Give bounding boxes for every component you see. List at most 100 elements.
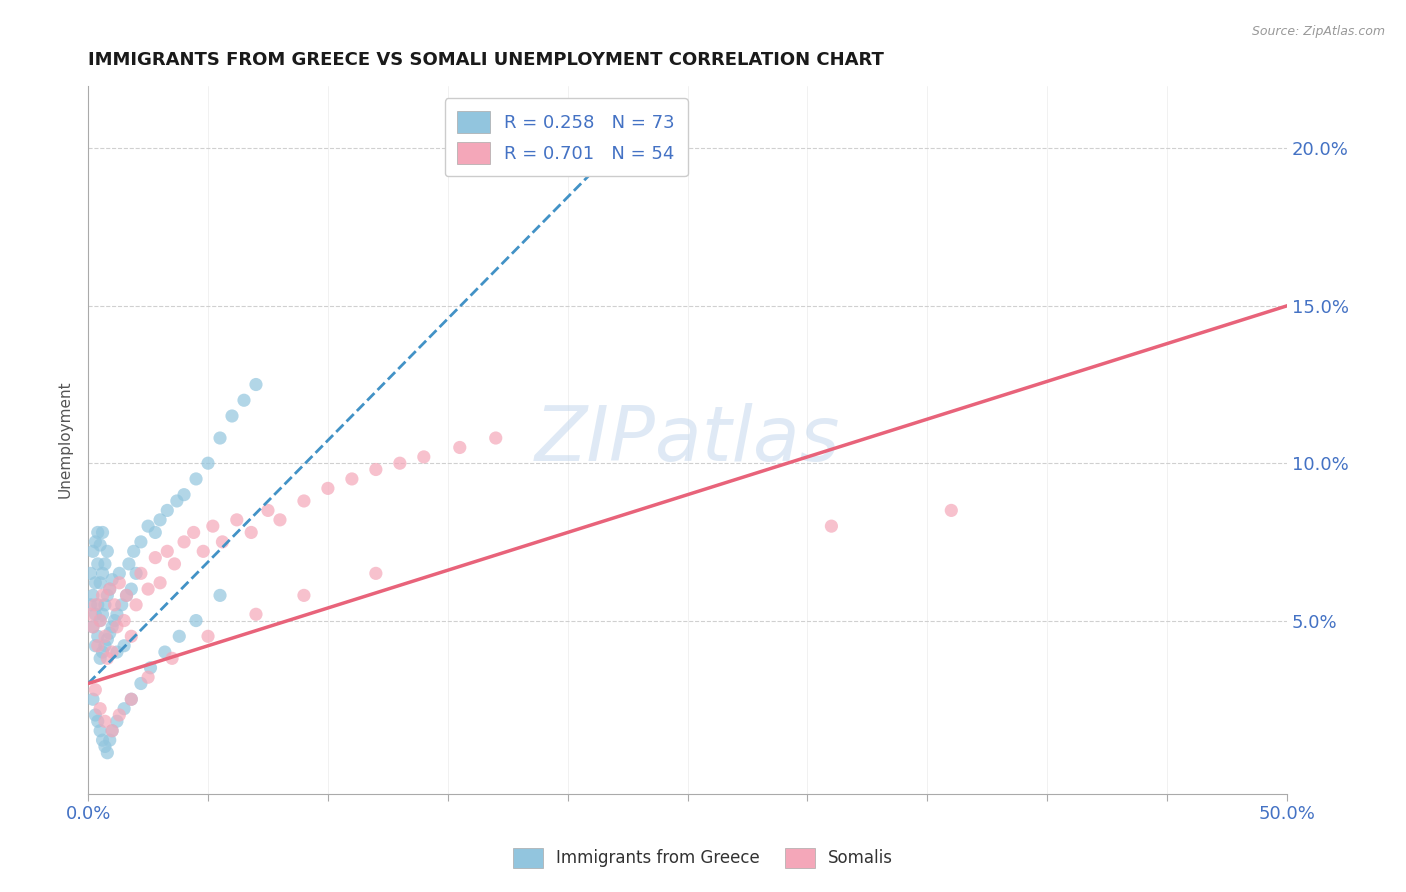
Point: [225, 513, 247, 527]
Point: [89, 614, 111, 628]
Point: [87, 714, 110, 729]
Point: [94, 639, 117, 653]
Point: [94, 629, 117, 643]
Point: [153, 645, 176, 659]
Point: [84, 534, 107, 549]
Point: [98, 582, 121, 596]
Point: [82, 620, 104, 634]
Point: [163, 557, 186, 571]
Text: IMMIGRANTS FROM GREECE VS SOMALI UNEMPLOYMENT CORRELATION CHART: IMMIGRANTS FROM GREECE VS SOMALI UNEMPLO…: [89, 51, 884, 69]
Point: [412, 450, 434, 464]
Point: [183, 525, 205, 540]
Point: [245, 607, 267, 622]
Point: [84, 708, 107, 723]
Point: [91, 733, 114, 747]
Point: [221, 409, 243, 423]
Point: [84, 682, 107, 697]
Point: [84, 607, 107, 622]
Point: [143, 550, 166, 565]
Point: [87, 525, 110, 540]
Point: [101, 723, 124, 738]
Point: [108, 708, 131, 723]
Point: [96, 746, 118, 760]
Point: [105, 620, 128, 634]
Point: [129, 534, 152, 549]
Point: [91, 588, 114, 602]
Point: [208, 431, 231, 445]
Point: [82, 620, 104, 634]
Point: [136, 670, 159, 684]
Point: [129, 676, 152, 690]
Point: [89, 723, 111, 738]
Point: [96, 588, 118, 602]
Point: [485, 431, 508, 445]
Point: [101, 573, 124, 587]
Legend: Immigrants from Greece, Somalis: Immigrants from Greece, Somalis: [506, 841, 900, 875]
Point: [184, 472, 207, 486]
Point: [156, 544, 179, 558]
Point: [108, 566, 131, 581]
Point: [245, 377, 267, 392]
Point: [136, 519, 159, 533]
Point: [125, 598, 148, 612]
Point: [149, 575, 172, 590]
Point: [233, 393, 256, 408]
Point: [103, 614, 125, 628]
Point: [84, 598, 107, 612]
Point: [84, 575, 107, 590]
Point: [89, 538, 111, 552]
Point: [316, 482, 339, 496]
Point: [98, 582, 121, 596]
Point: [156, 503, 179, 517]
Text: Source: ZipAtlas.com: Source: ZipAtlas.com: [1251, 25, 1385, 38]
Point: [103, 598, 125, 612]
Point: [129, 566, 152, 581]
Point: [91, 607, 114, 622]
Point: [449, 441, 471, 455]
Point: [173, 534, 195, 549]
Point: [125, 566, 148, 581]
Point: [197, 456, 219, 470]
Point: [98, 733, 121, 747]
Point: [136, 582, 159, 596]
Point: [118, 557, 141, 571]
Point: [120, 692, 142, 706]
Point: [240, 525, 263, 540]
Point: [201, 519, 224, 533]
Point: [94, 714, 117, 729]
Point: [79, 598, 101, 612]
Point: [94, 739, 117, 754]
Point: [82, 588, 104, 602]
Point: [96, 651, 118, 665]
Point: [84, 639, 107, 653]
Point: [193, 544, 215, 558]
Point: [105, 607, 128, 622]
Point: [115, 588, 138, 602]
Point: [94, 598, 117, 612]
Point: [101, 723, 124, 738]
Point: [197, 629, 219, 643]
Point: [269, 513, 291, 527]
Point: [79, 566, 101, 581]
Point: [208, 588, 231, 602]
Point: [167, 629, 190, 643]
Point: [94, 557, 117, 571]
Point: [160, 651, 183, 665]
Point: [112, 614, 135, 628]
Point: [82, 544, 104, 558]
Point: [184, 614, 207, 628]
Point: [143, 525, 166, 540]
Point: [82, 692, 104, 706]
Point: [79, 607, 101, 622]
Point: [101, 620, 124, 634]
Point: [388, 456, 411, 470]
Point: [89, 702, 111, 716]
Point: [98, 626, 121, 640]
Point: [120, 692, 142, 706]
Point: [87, 629, 110, 643]
Point: [87, 557, 110, 571]
Point: [173, 488, 195, 502]
Point: [340, 472, 363, 486]
Point: [96, 632, 118, 647]
Point: [89, 651, 111, 665]
